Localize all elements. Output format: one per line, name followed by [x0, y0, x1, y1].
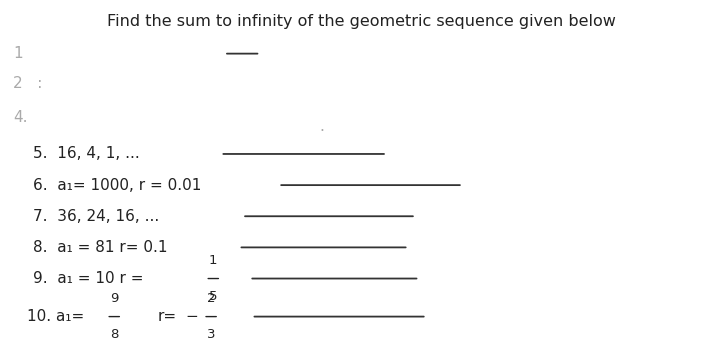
Text: 3: 3 [207, 328, 215, 342]
Text: 2: 2 [207, 292, 215, 305]
Text: 2   :: 2 : [13, 75, 43, 91]
Text: Find the sum to infinity of the geometric sequence given below: Find the sum to infinity of the geometri… [107, 14, 616, 29]
Text: 5: 5 [209, 290, 218, 303]
Text: 6.  a₁= 1000, r = 0.01: 6. a₁= 1000, r = 0.01 [33, 177, 201, 193]
Text: 10. a₁=: 10. a₁= [27, 309, 85, 324]
Text: 8.  a₁ = 81 r= 0.1: 8. a₁ = 81 r= 0.1 [33, 240, 167, 255]
Text: 5.  16, 4, 1, ...: 5. 16, 4, 1, ... [33, 146, 140, 162]
Text: 7.  36, 24, 16, ...: 7. 36, 24, 16, ... [33, 209, 159, 224]
Text: ·: · [320, 124, 324, 139]
Text: 9: 9 [110, 292, 119, 305]
Text: 1: 1 [209, 254, 218, 267]
Text: −: − [185, 309, 198, 324]
Text: r=: r= [158, 309, 176, 324]
Text: 1: 1 [13, 46, 22, 61]
Text: 9.  a₁ = 10 r =: 9. a₁ = 10 r = [33, 271, 143, 286]
Text: 4.: 4. [13, 110, 27, 125]
Text: 8: 8 [110, 328, 119, 342]
